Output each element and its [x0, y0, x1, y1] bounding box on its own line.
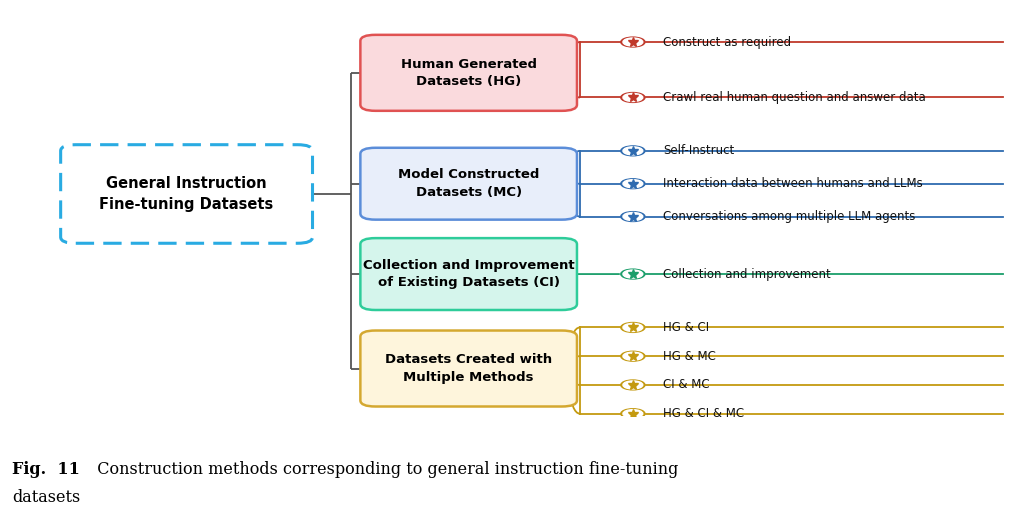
Text: Construct as required: Construct as required [663, 35, 792, 49]
Circle shape [623, 352, 642, 360]
Text: Crawl real human question and answer data: Crawl real human question and answer dat… [663, 91, 926, 104]
Circle shape [621, 179, 645, 189]
Circle shape [623, 179, 642, 188]
Circle shape [621, 211, 645, 222]
Circle shape [621, 322, 645, 333]
Text: CI & MC: CI & MC [663, 378, 709, 391]
Circle shape [623, 381, 642, 389]
Circle shape [621, 37, 645, 47]
Text: HG & MC: HG & MC [663, 350, 715, 363]
Circle shape [621, 409, 645, 419]
Circle shape [623, 270, 642, 278]
Text: datasets: datasets [12, 489, 80, 506]
Text: Human Generated
Datasets (HG): Human Generated Datasets (HG) [401, 58, 537, 88]
FancyBboxPatch shape [361, 35, 577, 111]
Circle shape [623, 93, 642, 101]
Text: Conversations among multiple LLM agents: Conversations among multiple LLM agents [663, 210, 916, 223]
Circle shape [621, 269, 645, 279]
Text: Datasets Created with
Multiple Methods: Datasets Created with Multiple Methods [386, 353, 552, 384]
FancyBboxPatch shape [361, 148, 577, 220]
FancyBboxPatch shape [361, 331, 577, 407]
Text: Construction methods corresponding to general instruction fine-tuning: Construction methods corresponding to ge… [87, 461, 678, 479]
Circle shape [621, 351, 645, 361]
FancyBboxPatch shape [361, 238, 577, 310]
Text: HG & CI & MC: HG & CI & MC [663, 407, 744, 420]
Circle shape [623, 147, 642, 155]
Circle shape [623, 212, 642, 221]
Text: HG & CI: HG & CI [663, 321, 709, 334]
Circle shape [621, 380, 645, 390]
Text: Model Constructed
Datasets (MC): Model Constructed Datasets (MC) [398, 168, 540, 199]
Circle shape [623, 323, 642, 332]
Circle shape [621, 146, 645, 156]
Circle shape [623, 410, 642, 418]
Text: Collection and improvement: Collection and improvement [663, 268, 831, 280]
Text: Fig.  11: Fig. 11 [12, 461, 80, 479]
FancyBboxPatch shape [61, 144, 313, 243]
Text: Self-Instruct: Self-Instruct [663, 144, 734, 157]
Text: General Instruction
Fine-tuning Datasets: General Instruction Fine-tuning Datasets [100, 176, 273, 212]
Circle shape [623, 38, 642, 46]
Text: Interaction data between humans and LLMs: Interaction data between humans and LLMs [663, 177, 923, 190]
Text: Collection and Improvement
of Existing Datasets (CI): Collection and Improvement of Existing D… [363, 259, 575, 289]
Circle shape [621, 93, 645, 102]
